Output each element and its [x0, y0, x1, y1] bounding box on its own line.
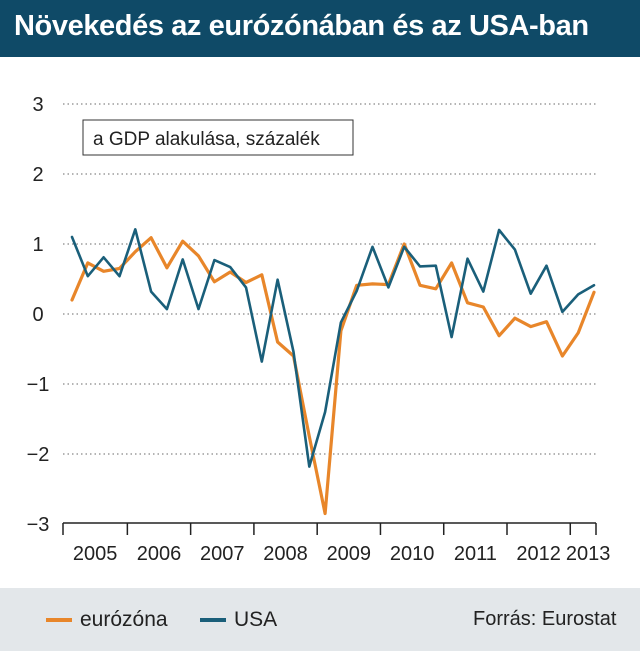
title-bar: Növekedés az eurózónában és az USA-ban [0, 0, 640, 57]
legend-item-eurozone: eurózóna [46, 608, 168, 632]
subtitle-frame [82, 119, 354, 156]
chart-title: Növekedés az eurózónában és az USA-ban [14, 10, 589, 42]
series-line-eurozone [70, 236, 596, 516]
x-tick-label: 2008 [263, 543, 308, 565]
footer [0, 588, 640, 651]
x-tick-label: 2011 [454, 543, 497, 565]
x-tick-label: 2005 [73, 543, 118, 565]
chart-subtitle: a GDP alakulása, százalék [93, 129, 320, 150]
x-tick-label: 2012 [516, 543, 561, 565]
legend-swatch-usa [200, 618, 226, 622]
x-axis: 2005 2006 2007 2008 2009 2010 2011 2012 2013 [62, 522, 611, 565]
y-tick-label: 2 [32, 164, 43, 186]
x-tick-label: 2010 [390, 543, 435, 565]
grid-lines [63, 103, 596, 455]
x-tick-label: 2009 [327, 543, 372, 565]
y-axis-ticks: 3 2 1 0 −1 −2 −3 [27, 94, 50, 536]
x-tick-label: 2006 [137, 543, 182, 565]
legend-item-usa: USA [200, 608, 277, 632]
x-tick-label: 2013 [566, 543, 611, 565]
legend-label-usa: USA [234, 608, 278, 631]
legend-label-eurozone: eurózóna [80, 608, 168, 631]
y-tick-label: 0 [32, 304, 43, 326]
subtitle-box: a GDP alakulása, százalék [82, 119, 354, 156]
y-tick-label: −3 [27, 514, 50, 536]
y-tick-label: 3 [32, 94, 43, 116]
y-tick-label: −2 [27, 444, 50, 466]
source-note: Forrás: Eurostat [473, 608, 617, 630]
y-tick-label: −1 [27, 374, 50, 396]
x-tick-label: 2007 [200, 543, 245, 565]
series-line-usa [70, 228, 596, 468]
legend-swatch-eurozone [46, 618, 72, 622]
y-tick-label: 1 [32, 234, 43, 256]
series-lines [70, 228, 596, 516]
